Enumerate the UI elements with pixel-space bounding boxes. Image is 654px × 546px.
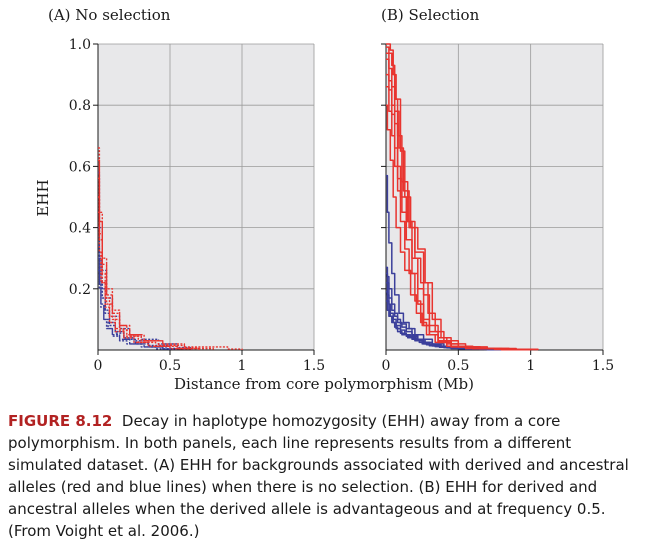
panel-b-series-derived-2 [386, 52, 539, 351]
panel-b-x-tick-label-2: 1 [526, 358, 535, 374]
panel-a-background [98, 44, 314, 350]
panel-b-series-derived-6 [386, 104, 532, 351]
panel-a-series-derived-4 [98, 211, 193, 350]
panel-a-series-ancestral-6 [98, 226, 186, 350]
caption-label: FIGURE 8.12 [8, 412, 113, 430]
panel-a-series-derived-1 [98, 159, 243, 350]
panel-a-x-tick-label-3: 1.5 [303, 358, 325, 374]
y-axis-label: EHH [34, 179, 52, 216]
panel-a-y-tick-label-4: 1.0 [69, 37, 91, 53]
panel-a-y-tick-label-3: 0.8 [69, 98, 91, 114]
panel-a-series-derived-3 [98, 196, 200, 350]
caption-text: Decay in haplotype homozygosity (EHH) aw… [8, 412, 629, 540]
panel-a-series-derived-2 [98, 177, 200, 350]
panel-a-y-tick-label-0: 0.2 [69, 282, 91, 298]
panel-b-x-tick-label-3: 1.5 [592, 358, 614, 374]
figure-caption: FIGURE 8.12 Decay in haplotype homozygos… [8, 410, 648, 542]
panel-b-plot: 0 0.5 1 1.5 [381, 43, 614, 374]
panel-a-plot: 0 0.5 1 1.5 0.2 0.4 0.6 0.8 1.0 [69, 37, 325, 374]
panel-b-x-tick-label-0: 0 [382, 358, 391, 374]
x-axis-label: Distance from core polymorphism (Mb) [174, 375, 474, 393]
panel-b-series-derived-0 [386, 43, 539, 351]
panel-a-y-tick-label-2: 0.6 [69, 159, 91, 175]
panel-a-title: (A) No selection [48, 6, 171, 24]
panel-a-x-tick-label-2: 1 [238, 358, 247, 374]
panel-b-title: (B) Selection [381, 6, 480, 24]
ehh-figure: (A) No selection (B) Selection EHH Dista… [34, 6, 614, 393]
panel-b-background [386, 44, 603, 350]
panel-a-y-tick-label-1: 0.4 [69, 221, 91, 237]
panel-b-x-tick-label-1: 0.5 [447, 358, 469, 374]
panel-a-x-tick-label-1: 0.5 [159, 358, 181, 374]
panel-a-x-tick-label-0: 0 [94, 358, 103, 374]
